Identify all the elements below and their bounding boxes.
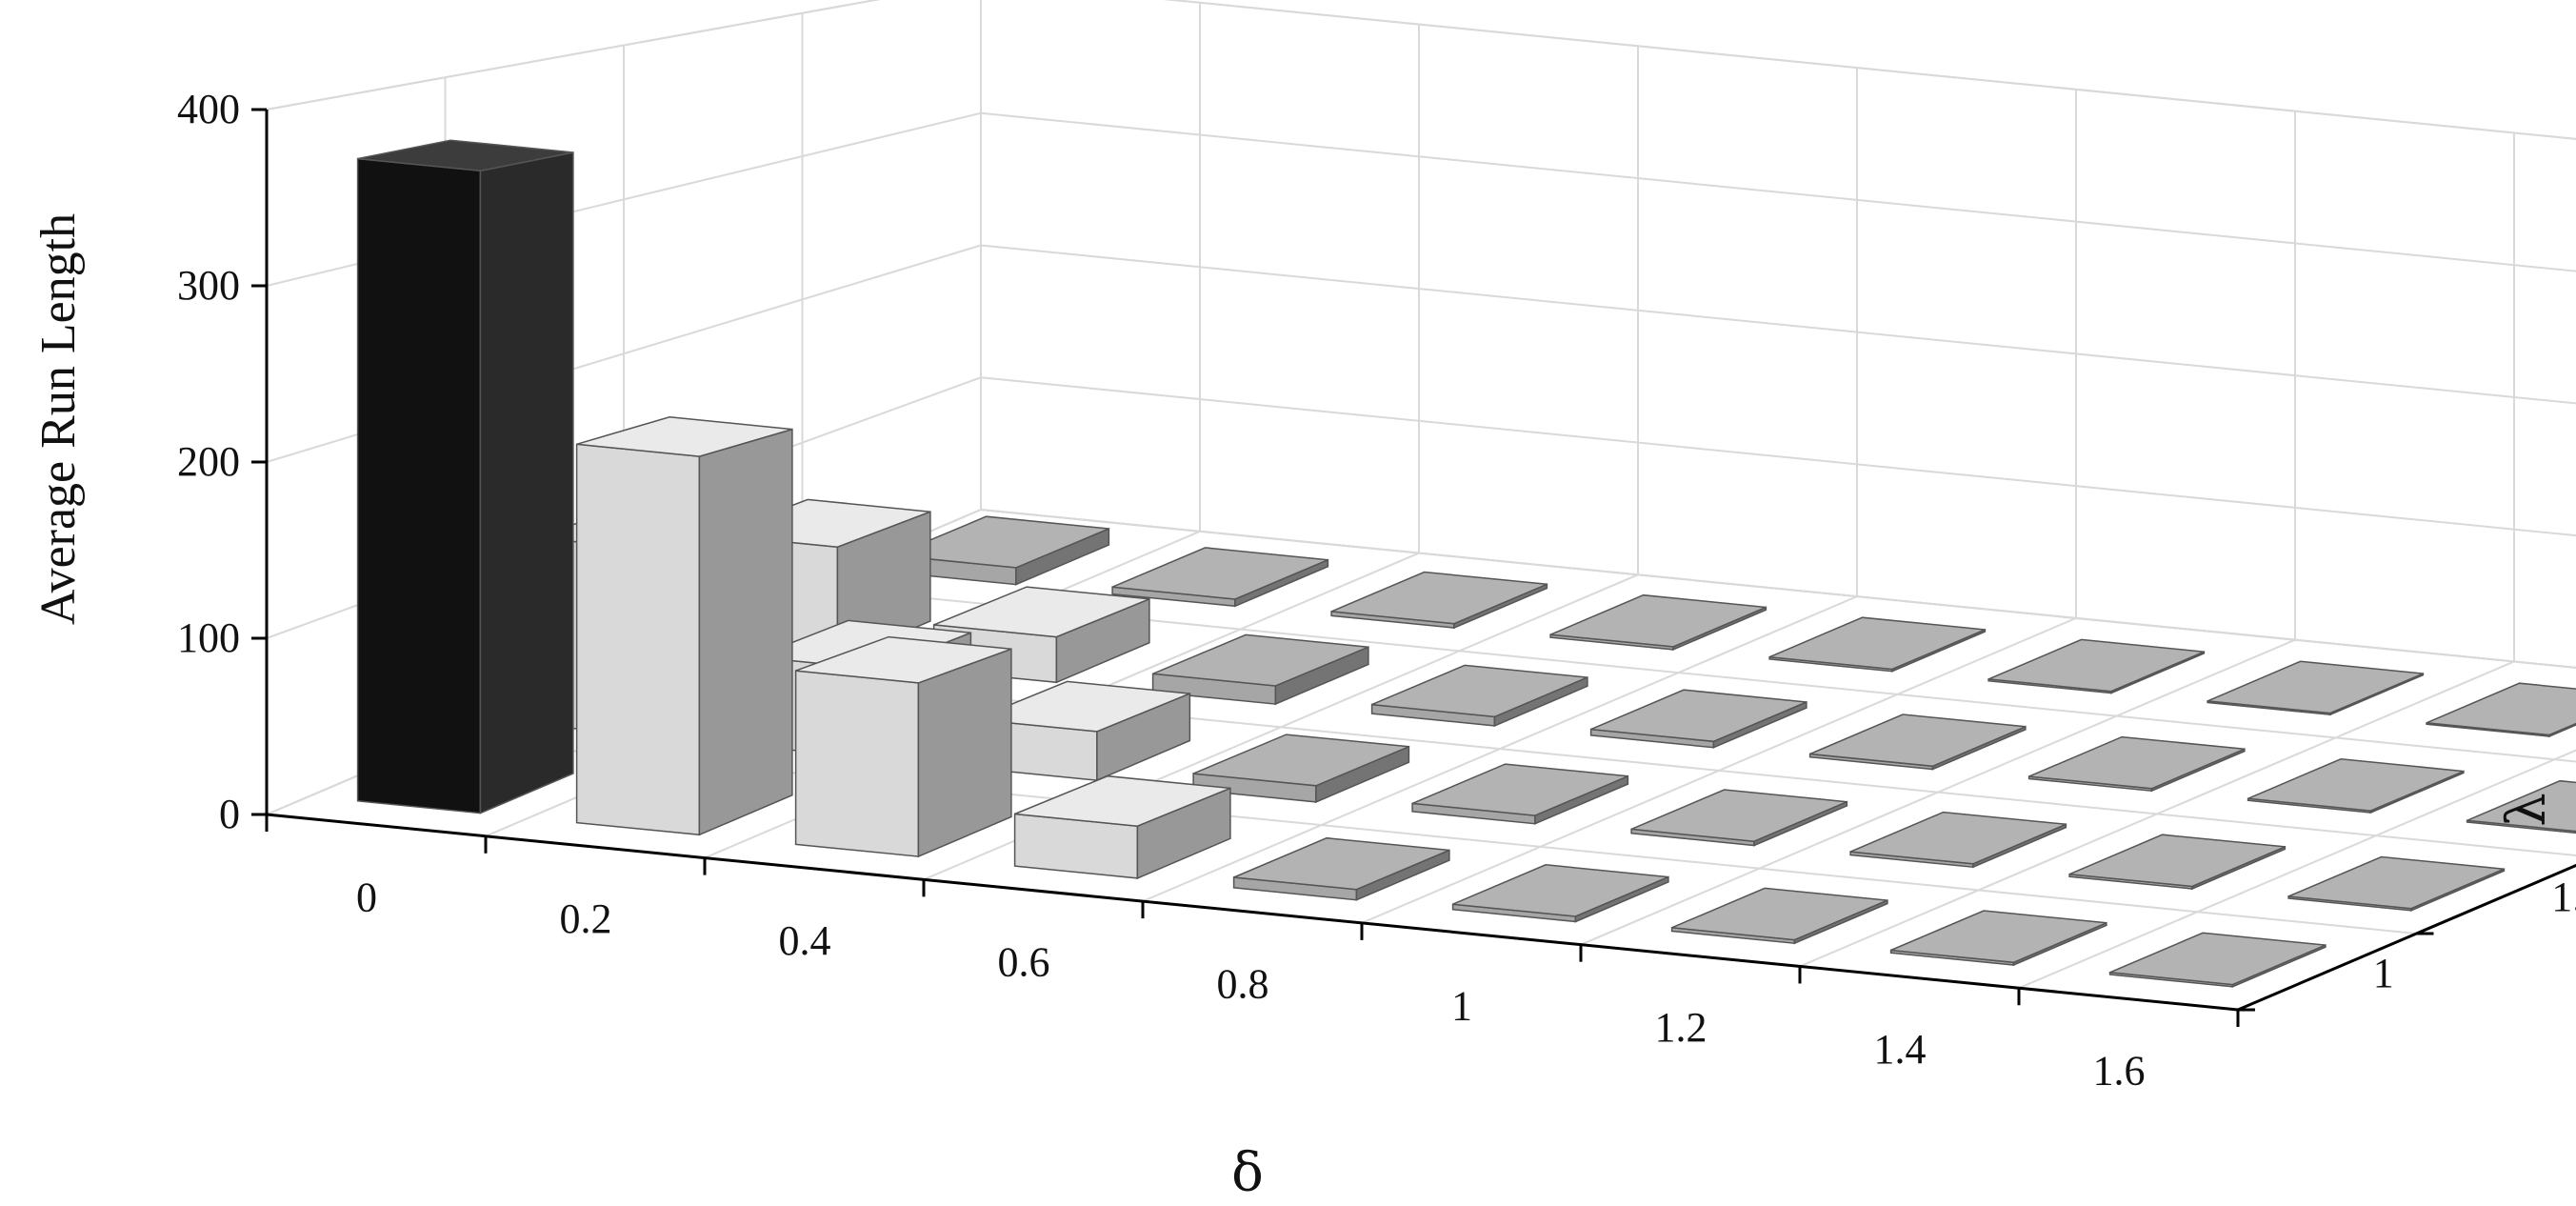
bar-top-face	[1014, 774, 1231, 827]
bar-top-face	[1987, 638, 2205, 693]
bar	[1411, 763, 1629, 825]
bar-top-face	[2287, 855, 2505, 910]
bar-top-face	[1590, 689, 1807, 743]
bar-top-face	[1233, 836, 1450, 891]
bar-top-face	[1192, 734, 1409, 787]
bar	[1151, 633, 1369, 706]
bar-top-face	[973, 680, 1190, 733]
bar	[1987, 638, 2206, 694]
x-axis-label: δ	[1231, 1142, 1264, 1204]
value-tick-label: 300	[177, 262, 240, 309]
bar-top-face	[892, 515, 1109, 569]
bar	[1111, 547, 1329, 608]
bar	[2108, 932, 2326, 988]
bar	[1808, 714, 2027, 771]
bar	[1549, 593, 1767, 652]
bar	[1670, 887, 1888, 945]
bar-top-face	[1890, 910, 2107, 964]
bar	[2426, 682, 2576, 738]
back-wall-gridline	[980, 111, 2576, 272]
bar	[2287, 855, 2506, 912]
bar-side-face	[479, 151, 574, 814]
bar	[1370, 664, 1588, 728]
bar	[2027, 735, 2246, 793]
bar-top-face	[795, 635, 1012, 684]
delta-tick-label: 1	[1451, 982, 1472, 1029]
bar	[1232, 836, 1450, 901]
bar	[1589, 689, 1807, 749]
bar-top-face	[1671, 887, 1888, 941]
back-wall-gridline	[980, 376, 2576, 537]
bar-top-face	[1768, 616, 1986, 671]
delta-tick-label: 1.2	[1655, 1004, 1707, 1051]
bar-side-face	[698, 428, 793, 836]
bar-side-face	[917, 648, 1012, 858]
bar-top-face	[2466, 779, 2576, 833]
bar	[794, 635, 1012, 858]
bar-top-face	[933, 586, 1150, 638]
axes	[251, 108, 2576, 1027]
bar-top-face	[1152, 633, 1369, 687]
lambda-tick-label: 1.2	[2551, 874, 2576, 920]
lambda-tick-label: 1	[2373, 950, 2394, 996]
bar-front-face	[356, 157, 482, 814]
bar-top-face	[1330, 571, 1548, 625]
floor-gridline	[980, 509, 2576, 669]
bar-top-face	[1630, 789, 1847, 842]
bar	[1768, 616, 1987, 673]
bar	[2068, 834, 2286, 891]
bar-top-face	[2426, 682, 2576, 736]
delta-tick-label: 1.6	[2093, 1048, 2146, 1095]
bar	[1192, 734, 1410, 804]
bar-top-face	[2028, 735, 2246, 790]
bar-top-face	[1111, 547, 1328, 600]
bar	[356, 139, 574, 814]
bar-top-face	[1549, 593, 1767, 648]
bar-top-face	[1411, 763, 1628, 816]
value-tick-label: 200	[177, 438, 240, 485]
lambda-axis	[2237, 863, 2576, 1012]
bar-top-face	[2207, 660, 2424, 714]
bar-top-face	[576, 416, 793, 457]
bar	[2207, 660, 2425, 716]
z-axis-label: λ	[2496, 793, 2558, 827]
bar	[2247, 758, 2465, 814]
tick-labels: 0 100 200 300 400 0 0.2 0.4 0.6 0.8 1 1.2 1.4 1.6 1 1.2…	[177, 86, 2576, 1095]
bar	[1330, 571, 1548, 630]
bar-top-face	[1371, 664, 1588, 718]
value-tick-label: 100	[177, 614, 240, 661]
value-tick-label: 400	[177, 86, 240, 132]
bar-top-face	[1809, 714, 2027, 768]
bar-top-face	[357, 139, 574, 172]
y-axis-label: Average Run Length	[31, 213, 86, 625]
bars	[356, 139, 2576, 988]
delta-tick-label: 1.4	[1874, 1026, 1927, 1073]
bar-top-face	[2109, 932, 2326, 986]
delta-tick-label: 0.8	[1217, 961, 1269, 1008]
bar-top-face	[2247, 758, 2465, 812]
floor-gridline	[2237, 864, 2576, 1011]
bar	[575, 416, 793, 836]
bar-top-face	[2068, 834, 2286, 888]
bar-top-face	[1849, 811, 2067, 865]
back-wall-gridline	[1163, 0, 2576, 140]
delta-tick-label: 0.4	[779, 917, 831, 964]
bar	[1849, 811, 2067, 869]
bar	[1013, 774, 1231, 880]
bar-front-face	[794, 670, 920, 857]
bar-front-face	[575, 443, 701, 836]
delta-tick-label: 0.2	[560, 895, 612, 942]
bar	[2466, 779, 2576, 834]
bar	[1889, 910, 2107, 967]
delta-tick-label: 0	[356, 874, 377, 920]
bar-top-face	[1452, 864, 1669, 917]
bar	[1630, 789, 1848, 847]
bar	[1451, 864, 1669, 923]
delta-tick-label: 0.6	[998, 939, 1050, 986]
value-tick-label: 0	[219, 791, 240, 837]
back-wall-gridline	[980, 244, 2576, 405]
delta-axis	[266, 813, 2239, 1012]
